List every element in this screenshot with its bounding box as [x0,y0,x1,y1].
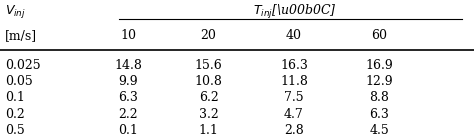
Text: 16.3: 16.3 [280,59,308,72]
Text: 1.1: 1.1 [199,124,219,137]
Text: 40: 40 [286,29,302,42]
Text: 6.3: 6.3 [118,91,138,104]
Text: 60: 60 [371,29,387,42]
Text: 0.5: 0.5 [5,124,25,137]
Text: 9.9: 9.9 [118,75,138,88]
Text: 10.8: 10.8 [195,75,222,88]
Text: 0.05: 0.05 [5,75,33,88]
Text: 7.5: 7.5 [284,91,304,104]
Text: 14.8: 14.8 [114,59,142,72]
Text: 12.9: 12.9 [365,75,393,88]
Text: 8.8: 8.8 [369,91,389,104]
Text: 16.9: 16.9 [365,59,393,72]
Text: $V_{inj}$: $V_{inj}$ [5,3,26,20]
Text: 15.6: 15.6 [195,59,222,72]
Text: 20: 20 [201,29,217,42]
Text: 3.2: 3.2 [199,108,219,121]
Text: 0.2: 0.2 [5,108,25,121]
Text: 0.025: 0.025 [5,59,40,72]
Text: 6.3: 6.3 [369,108,389,121]
Text: $T_{inj}$[\u00b0C]: $T_{inj}$[\u00b0C] [253,3,337,21]
Text: 0.1: 0.1 [118,124,138,137]
Text: 0.1: 0.1 [5,91,25,104]
Text: [m/s]: [m/s] [5,29,37,42]
Text: 4.5: 4.5 [369,124,389,137]
Text: 10: 10 [120,29,136,42]
Text: 11.8: 11.8 [280,75,308,88]
Text: 4.7: 4.7 [284,108,304,121]
Text: 6.2: 6.2 [199,91,219,104]
Text: 2.2: 2.2 [118,108,138,121]
Text: 2.8: 2.8 [284,124,304,137]
